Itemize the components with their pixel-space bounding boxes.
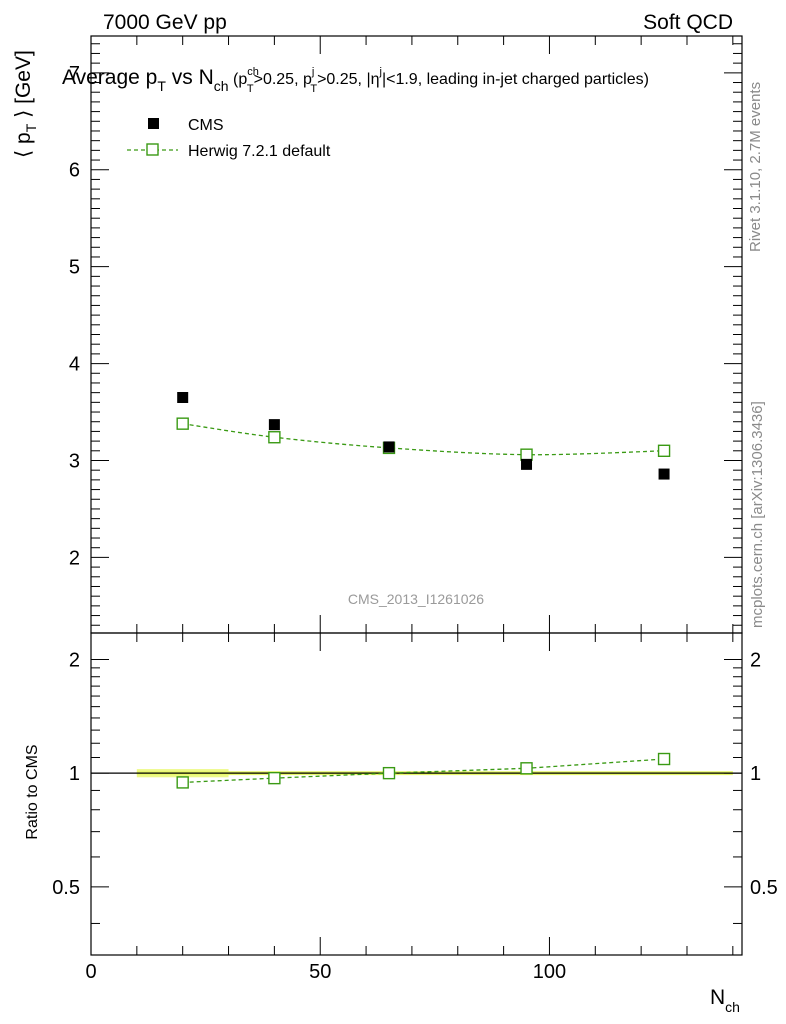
legend-label-cms: CMS <box>188 117 224 134</box>
data-point <box>658 468 670 480</box>
mc-point <box>657 444 671 457</box>
x-axis-label: Nch <box>710 986 740 1015</box>
main-y-tick-labels: 2 3 4 5 6 7 <box>69 63 80 570</box>
y-tick-label: 7 <box>69 63 80 85</box>
ratio-y-tick-label: 2 <box>69 649 80 671</box>
ratio-mc-point <box>520 762 533 775</box>
main-data-series <box>177 391 670 480</box>
ratio-mc-point <box>657 752 671 766</box>
ratio-y-tick-label: 0.5 <box>52 877 80 899</box>
legend: CMS Herwig 7.2.1 default <box>127 117 331 160</box>
ratio-mc-point <box>382 766 396 780</box>
mc-curve <box>182 423 665 456</box>
plot-title: Average pT vs Nch (pch T>0.25, pj T>0.25, … <box>62 66 649 95</box>
data-point <box>521 458 533 470</box>
legend-marker-cms <box>148 118 159 129</box>
data-point <box>268 419 280 431</box>
main-panel-ticks <box>90 36 742 633</box>
analysis-watermark: CMS_2013_I1261026 <box>348 591 484 607</box>
mcplots-label: mcplots.cern.ch [arXiv:1306.3436] <box>749 401 766 628</box>
energy-label: 7000 GeV pp <box>103 11 227 34</box>
ratio-y-tick-label-right: 0.5 <box>750 877 778 899</box>
main-y-axis-label: ⟨ pT ⟩ [GeV] <box>12 50 39 158</box>
x-tick-label: 100 <box>533 961 566 983</box>
legend-label-herwig: Herwig 7.2.1 default <box>188 143 331 160</box>
ratio-mc-series <box>176 752 671 789</box>
ratio-y-tick-label: 1 <box>69 763 80 785</box>
x-tick-label: 50 <box>309 961 331 983</box>
y-tick-label: 2 <box>69 547 80 569</box>
x-tick-labels: 0 50 100 <box>85 961 566 983</box>
ratio-panel-ticks <box>90 633 742 955</box>
legend-marker-herwig <box>146 143 159 156</box>
y-tick-label: 6 <box>69 160 80 182</box>
y-tick-label: 4 <box>69 354 80 376</box>
x-tick-label: 0 <box>85 961 96 983</box>
mc-point <box>176 417 189 430</box>
main-mc-series <box>176 417 671 461</box>
ratio-mc-point <box>176 776 189 789</box>
ratio-y-axis-label: Ratio to CMS <box>24 744 41 839</box>
mc-point <box>520 448 533 461</box>
data-point <box>177 391 189 403</box>
rivet-label: Rivet 3.1.10, 2.7M events <box>747 82 764 252</box>
y-tick-label: 3 <box>69 450 80 472</box>
category-label: Soft QCD <box>643 11 733 34</box>
ratio-y-tick-label-right: 2 <box>750 649 761 671</box>
ratio-uncertainty-band <box>91 769 742 778</box>
ratio-panel-frame <box>90 632 743 956</box>
ratio-mc-line <box>182 758 665 784</box>
y-tick-label: 5 <box>69 257 80 279</box>
ratio-mc-point <box>268 771 281 785</box>
mc-point <box>268 431 281 444</box>
ratio-y-tick-label-right: 1 <box>750 763 761 785</box>
data-point <box>383 441 395 453</box>
ratio-y-tick-labels: 0.5 0.5 1 1 2 2 <box>52 649 778 898</box>
